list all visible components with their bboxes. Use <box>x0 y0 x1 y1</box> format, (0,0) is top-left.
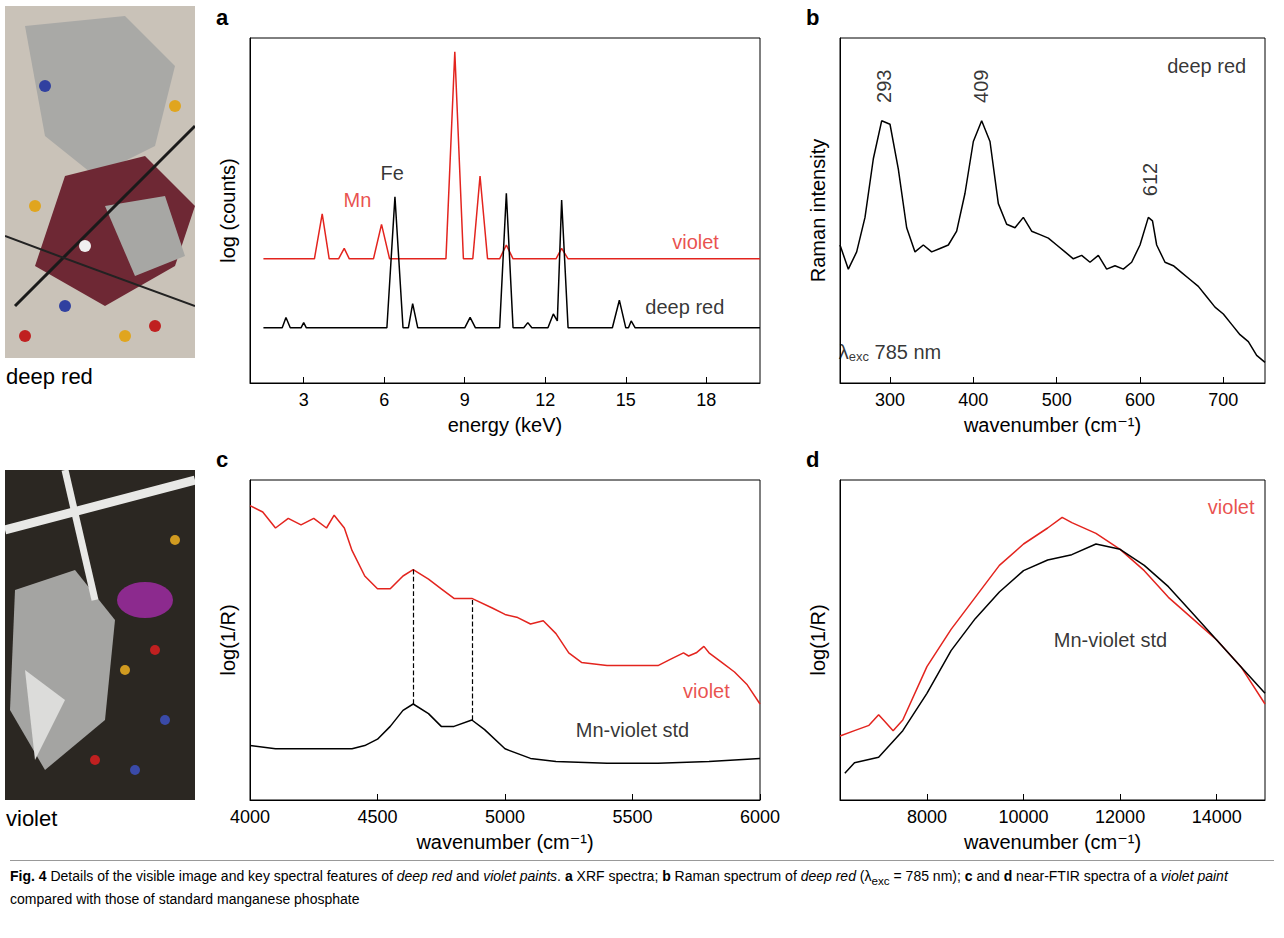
html-text:Fig. 4 Details of the visible: Fig. 4 Details of the visible image and … <box>10 868 1228 887</box>
svg-text:612: 612 <box>1139 163 1161 196</box>
svg-text:409: 409 <box>970 70 992 103</box>
svg-text:3: 3 <box>299 390 309 410</box>
svg-text:12000: 12000 <box>1095 807 1145 827</box>
svg-text:violet: violet <box>672 231 719 253</box>
svg-text:b: b <box>806 5 819 30</box>
svg-text:4000: 4000 <box>230 807 270 827</box>
svg-text:6: 6 <box>379 390 389 410</box>
svg-text:5000: 5000 <box>485 807 525 827</box>
svg-text:exc: exc <box>849 349 870 364</box>
svg-text:8000: 8000 <box>907 807 947 827</box>
svg-text:energy (keV): energy (keV) <box>448 414 563 436</box>
svg-text:12: 12 <box>535 390 555 410</box>
svg-text:deep red: deep red <box>1167 55 1246 77</box>
svg-text:Mn-violet std: Mn-violet std <box>576 719 689 741</box>
svg-text:wavenumber (cm⁻¹): wavenumber (cm⁻¹) <box>963 414 1141 436</box>
svg-text:14000: 14000 <box>1192 807 1242 827</box>
svg-text:log (counts): log (counts) <box>217 158 239 263</box>
svg-text:λ: λ <box>839 341 849 363</box>
svg-text:4500: 4500 <box>357 807 397 827</box>
svg-text:785 nm: 785 nm <box>869 341 941 363</box>
svg-text:Raman intensity: Raman intensity <box>807 139 829 282</box>
html-text:violet: violet <box>6 806 58 831</box>
svg-text:15: 15 <box>616 390 636 410</box>
svg-text:wavenumber (cm⁻¹): wavenumber (cm⁻¹) <box>963 831 1141 853</box>
svg-text:18: 18 <box>696 390 716 410</box>
svg-text:9: 9 <box>460 390 470 410</box>
svg-text:5500: 5500 <box>612 807 652 827</box>
svg-text:deep red: deep red <box>645 296 724 318</box>
svg-text:Fe: Fe <box>381 162 404 184</box>
svg-text:log(1/R): log(1/R) <box>217 604 239 675</box>
svg-text:Mn: Mn <box>343 189 371 211</box>
svg-text:violet: violet <box>683 680 730 702</box>
svg-text:d: d <box>806 447 819 472</box>
svg-text:log(1/R): log(1/R) <box>807 604 829 675</box>
svg-text:293: 293 <box>873 70 895 103</box>
svg-text:300: 300 <box>875 390 905 410</box>
svg-text:10000: 10000 <box>998 807 1048 827</box>
svg-text:6000: 6000 <box>740 807 780 827</box>
svg-text:500: 500 <box>1042 390 1072 410</box>
svg-text:wavenumber (cm⁻¹): wavenumber (cm⁻¹) <box>415 831 593 853</box>
svg-text:violet: violet <box>1208 496 1255 518</box>
svg-text:700: 700 <box>1208 390 1238 410</box>
svg-text:Mn-violet std: Mn-violet std <box>1054 629 1167 651</box>
svg-text:400: 400 <box>958 390 988 410</box>
svg-text:a: a <box>216 5 229 30</box>
svg-text:c: c <box>216 447 228 472</box>
html-text:compared with those of standar: compared with those of standard manganes… <box>10 890 360 907</box>
svg-text:600: 600 <box>1125 390 1155 410</box>
html-text:deep red: deep red <box>6 364 93 389</box>
